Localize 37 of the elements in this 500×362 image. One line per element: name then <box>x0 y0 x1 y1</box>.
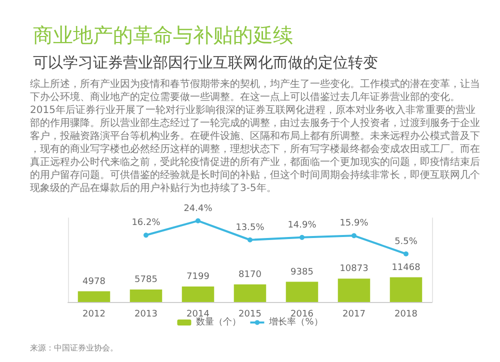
source-note: 来源：中国证券业协会。 <box>30 344 118 352</box>
point <box>196 218 200 224</box>
x-tick-label: 2017 <box>342 310 366 320</box>
text: 综上所述，所有产业因为疫情和春节假期带来的契机，均产生了一些变化。工作模式的潜在变革，让当下办公环境、商业地产的定位需要做一些调整。在这一点上可以借鉴过去几年证券营业部的变化。2015年后证券行业开展了一轮对行业影响很深的证券互联网化进程，原本对业务收入非常重要的营业部的作用骤降。所以营业部生态经过了一轮完成的调整，由过去服务于个人投资者，过渡到服务于企业客户，投融资路演平台等机构业务。在硬件设施、区隔和布局上都有所调整。未来远程办公模式普及下，现有的商业写字楼也必然经历这样的调整，理想状态下，所有写字楼最终都会变成农田或工厂。而在真正远程办公时代来临之前，受此轮疫情促进的所有产业，都面临一个更加现实的问题，即疫情结束后的用户留存问题。可供借鉴的经验就是长时间的补贴，但这个时间周期会持续非常长，即便互联网几个现象级的产品在爆款后的用户补贴行为也持续了3-5年。 <box>30 79 480 194</box>
bar <box>338 278 370 302</box>
data-label: 15.9% <box>340 218 369 229</box>
x-tick-label: 2015 <box>238 310 262 320</box>
data-label: 24.4% <box>184 204 213 214</box>
data-label: 7199 <box>186 272 210 282</box>
data-label: 5785 <box>134 275 158 286</box>
point <box>300 234 304 240</box>
legend-label: 数量（个） <box>196 316 242 328</box>
chart-subtitle: 可以学习证券营业部因行业互联网化而做的定位转变 <box>33 54 378 72</box>
data-label: 9385 <box>290 267 314 278</box>
data-label: 16.2% <box>132 218 161 228</box>
data-label: 14.9% <box>288 220 317 230</box>
x-tick-label: 2012 <box>82 310 106 320</box>
bar <box>182 286 214 302</box>
x-tick-label: 2018 <box>394 310 418 320</box>
data-label: 10873 <box>340 264 368 274</box>
point <box>248 237 252 242</box>
data-label: 4978 <box>82 276 106 287</box>
data-label: 8170 <box>238 270 262 280</box>
point <box>144 232 148 238</box>
bar <box>78 291 110 302</box>
bar <box>234 284 266 302</box>
chart-title: 商业地产的革命与补贴的延续 <box>33 23 293 47</box>
x-tick-label: 2013 <box>134 310 158 320</box>
data-label: 13.5% <box>236 222 265 233</box>
bar <box>130 290 162 302</box>
legend-label: 增长率（%） <box>268 316 323 328</box>
bar <box>286 282 318 302</box>
bar <box>390 277 422 302</box>
point <box>352 233 356 238</box>
data-label: 11468 <box>392 262 421 273</box>
point <box>404 251 408 256</box>
data-label: 5.5% <box>394 236 418 247</box>
